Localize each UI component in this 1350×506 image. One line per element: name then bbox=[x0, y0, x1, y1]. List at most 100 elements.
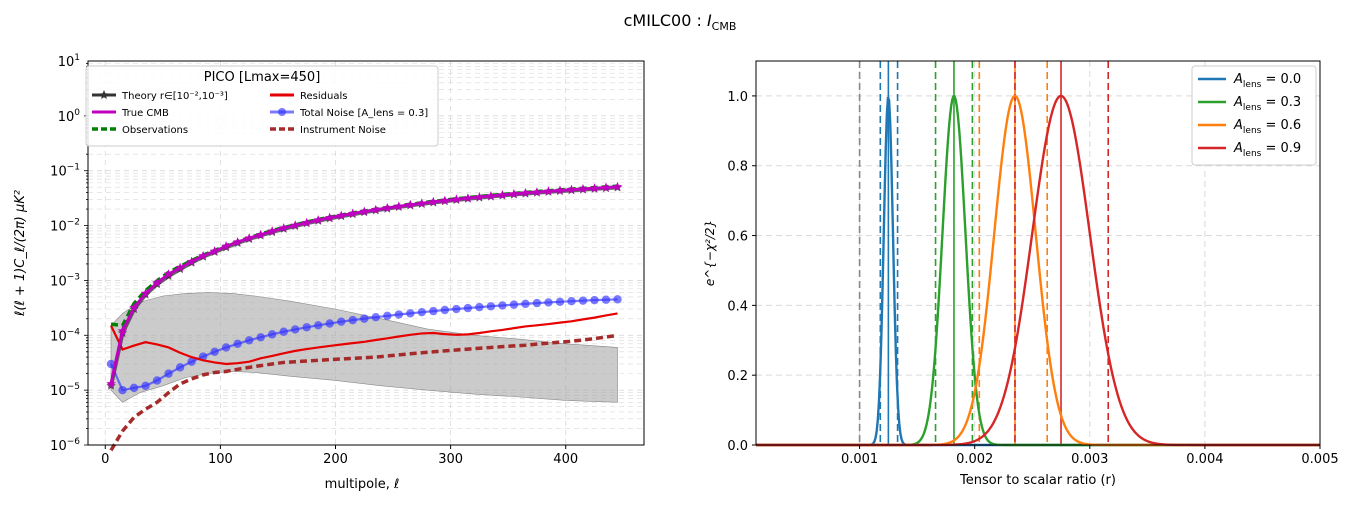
left-data-point bbox=[164, 369, 173, 378]
figure-title-text: cMILC00 : bbox=[624, 11, 707, 30]
left-legend-item: Residuals bbox=[270, 91, 347, 102]
left-data-point bbox=[417, 198, 427, 208]
left-data-point bbox=[359, 206, 369, 216]
left-axes-frame bbox=[87, 60, 645, 446]
right-y-tick-label: 1.0 bbox=[727, 90, 748, 105]
left-y-tick-label: 10−3 bbox=[50, 272, 80, 289]
left-series-1 bbox=[106, 181, 623, 388]
left-data-point bbox=[313, 215, 323, 225]
left-data-point bbox=[452, 304, 461, 314]
right-x-axis-label: Tensor to scalar ratio (r) bbox=[959, 473, 1116, 488]
right-legend: Alens = 0.0 Alens = 0.3 Alens = 0.6 Alens =… bbox=[1191, 65, 1317, 166]
left-legend-item: Instrument Noise bbox=[270, 125, 386, 136]
left-y-axis-label: ℓ(ℓ + 1)C_ℓ/(2π) μK² bbox=[13, 190, 28, 317]
left-data-point bbox=[221, 241, 231, 251]
left-data-point bbox=[475, 302, 484, 312]
left-x-tick-label: 300 bbox=[438, 452, 463, 467]
left-data-point bbox=[555, 185, 565, 195]
left-data-point bbox=[509, 189, 519, 198]
right-legend-item: Alens = 0.9 bbox=[1198, 141, 1301, 159]
right-x-tick-label: 0.002 bbox=[956, 452, 993, 467]
left-data-point bbox=[256, 333, 265, 342]
left-uncertainty-band bbox=[110, 292, 618, 403]
left-data-point bbox=[394, 310, 404, 319]
left-data-point bbox=[429, 306, 438, 316]
right-y-axis-label: e^{−χ²/2} bbox=[703, 220, 717, 286]
left-data-point bbox=[302, 323, 311, 332]
left-y-tick-label: 10−4 bbox=[50, 327, 80, 344]
left-legend-item: Total Noise [A_lens = 0.3] bbox=[270, 108, 428, 119]
left-data-point bbox=[348, 208, 358, 218]
left-data-point bbox=[314, 321, 323, 330]
left-data-point bbox=[140, 288, 151, 298]
left-y-tick-label: 10−1 bbox=[50, 163, 80, 180]
right-y-tick-label: 0.0 bbox=[727, 439, 748, 454]
right-axes-frame bbox=[755, 60, 1321, 446]
left-data-point bbox=[463, 193, 473, 203]
left-data-point bbox=[394, 201, 404, 211]
left-data-point bbox=[521, 299, 530, 309]
left-legend-label: True CMB bbox=[121, 108, 169, 119]
left-x-tick-label: 200 bbox=[323, 452, 348, 467]
left-data-point bbox=[233, 339, 242, 348]
left-data-point bbox=[486, 191, 496, 200]
left-legend-item: Theory r∈[10⁻²,10⁻³] bbox=[92, 90, 228, 102]
left-data-point bbox=[267, 330, 277, 339]
left-data-point bbox=[371, 312, 380, 322]
left-data-point bbox=[474, 192, 485, 202]
left-y-tick-label: 10−6 bbox=[50, 437, 80, 454]
left-data-point bbox=[198, 250, 208, 260]
left-x-tick-label: 100 bbox=[208, 452, 233, 467]
left-legend-label: Total Noise [A_lens = 0.3] bbox=[299, 108, 428, 119]
left-data-point bbox=[578, 296, 588, 305]
left-data-point bbox=[221, 343, 231, 352]
left-data-point bbox=[589, 183, 600, 193]
left-x-tick-label: 0 bbox=[101, 452, 109, 467]
left-band-area bbox=[110, 292, 618, 403]
right-x-tick-label: 0.004 bbox=[1186, 452, 1223, 467]
left-data-point bbox=[382, 203, 393, 213]
right-x-ticks: 0.001 0.002 0.003 0.004 0.005 bbox=[841, 445, 1339, 467]
left-data-point bbox=[337, 317, 346, 326]
left-legend-label: Theory r∈[10⁻²,10⁻³] bbox=[121, 91, 228, 102]
left-data-point bbox=[279, 327, 288, 336]
figure-title: cMILC00 : ICMB bbox=[624, 11, 737, 33]
left-data-point bbox=[118, 385, 127, 395]
right-legend-label: Alens = 0.0 bbox=[1233, 72, 1301, 90]
right-y-tick-label: 0.6 bbox=[727, 230, 748, 245]
left-data-point bbox=[428, 196, 439, 206]
right-legend-item: Alens = 0.3 bbox=[1198, 95, 1301, 113]
left-data-point bbox=[383, 311, 392, 321]
left-data-point bbox=[244, 233, 254, 243]
left-data-point bbox=[244, 336, 254, 345]
left-data-point bbox=[486, 302, 496, 311]
left-data-point bbox=[348, 315, 357, 325]
left-legend-title: PICO [Lmax=450] bbox=[204, 70, 321, 85]
left-x-axis-label: multipole, ℓ bbox=[325, 477, 400, 492]
left-series-4 bbox=[106, 295, 622, 395]
left-data-point bbox=[325, 319, 334, 328]
left-data-point bbox=[406, 309, 415, 318]
right-x-tick-label: 0.001 bbox=[841, 452, 878, 467]
left-data-point bbox=[566, 184, 577, 194]
left-y-ticks: 10−6 10−5 10−4 10−3 10−2 10−1 100 101 bbox=[50, 53, 80, 454]
left-data-point bbox=[187, 357, 196, 366]
right-chart: 0.001 0.002 0.003 0.004 0.005 0.00.20.40.60.… bbox=[703, 60, 1339, 488]
left-data-point bbox=[278, 223, 289, 233]
left-y-tick-label: 10−2 bbox=[50, 218, 80, 235]
right-x-tick-label: 0.003 bbox=[1071, 452, 1108, 467]
left-data-point bbox=[267, 226, 277, 236]
left-data-point bbox=[601, 295, 611, 304]
left-data-point bbox=[360, 314, 369, 323]
left-data-point bbox=[567, 297, 576, 306]
left-legend-marker bbox=[99, 90, 109, 99]
left-legend: PICO [Lmax=450] Theory r∈[10⁻²,10⁻³] True… bbox=[85, 65, 439, 147]
left-data-point bbox=[497, 190, 508, 199]
left-data-point bbox=[601, 182, 611, 192]
left-data-point bbox=[117, 325, 128, 335]
figure-title-sub: CMB bbox=[712, 20, 737, 33]
left-data-point bbox=[175, 363, 185, 372]
left-data-point bbox=[440, 195, 450, 205]
left-data-point bbox=[152, 376, 162, 385]
